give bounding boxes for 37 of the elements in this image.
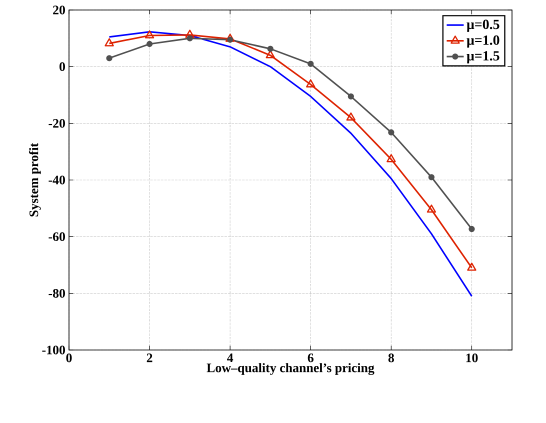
- point: [185, 30, 194, 38]
- point: [468, 226, 475, 232]
- x-tick-label: 4: [227, 354, 234, 362]
- y-axis-title: System profit: [28, 142, 41, 216]
- y-tick-label: 0: [60, 62, 65, 72]
- x-tick-label: 10: [466, 354, 478, 362]
- y-tick-label: 20: [53, 6, 65, 14]
- x-tick-label: 6: [308, 354, 314, 362]
- y-tick-label: -80: [48, 288, 65, 298]
- x-axis-title: Low–quality channel’s pricing: [206, 363, 374, 375]
- y-tick-label: -100: [42, 346, 65, 354]
- x-tick-label: 8: [388, 354, 394, 362]
- point: [467, 262, 476, 271]
- x-tick-label: 0: [66, 354, 72, 362]
- point: [388, 129, 394, 136]
- point: [225, 34, 235, 42]
- point: [146, 40, 153, 48]
- legend-label: μ=1.0: [466, 35, 500, 48]
- point: [348, 93, 354, 100]
- point: [426, 204, 436, 213]
- x-tick-label: 2: [146, 354, 152, 362]
- point: [227, 36, 234, 43]
- point: [106, 55, 112, 62]
- y-tick-label: -60: [48, 232, 65, 242]
- point: [308, 60, 314, 67]
- y-tick-label: -40: [48, 176, 65, 184]
- point: [144, 30, 154, 38]
- point: [346, 112, 356, 121]
- point: [104, 38, 114, 46]
- legend-label: μ=1.5: [466, 51, 500, 64]
- point: [267, 46, 274, 52]
- point: [306, 79, 316, 88]
- point: [386, 154, 396, 162]
- point: [428, 174, 435, 180]
- point: [186, 35, 193, 42]
- legend-label: μ=0.5: [466, 20, 500, 32]
- y-tick-label: -20: [48, 118, 65, 128]
